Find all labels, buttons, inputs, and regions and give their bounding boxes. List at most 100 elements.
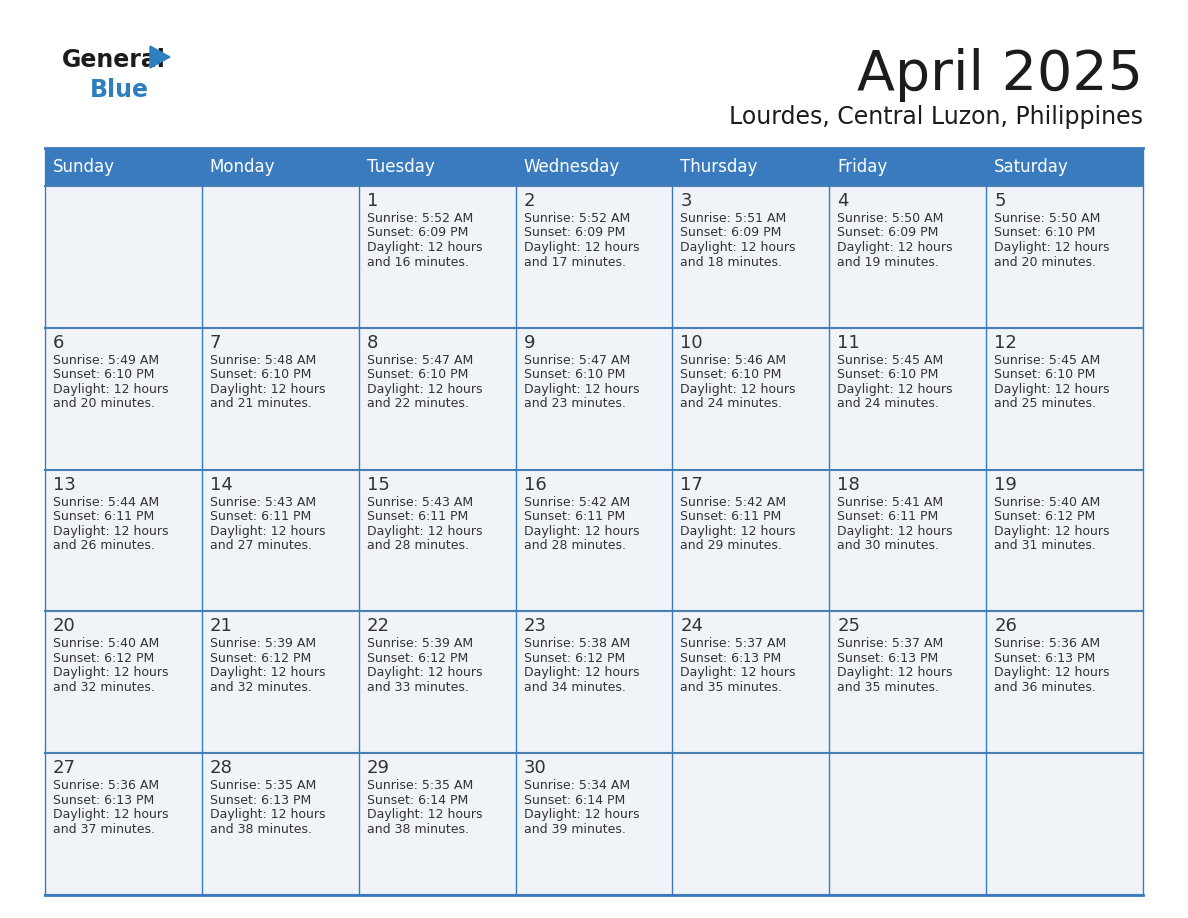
Text: Sunset: 6:10 PM: Sunset: 6:10 PM (367, 368, 468, 381)
Text: Sunrise: 5:34 AM: Sunrise: 5:34 AM (524, 779, 630, 792)
Text: Daylight: 12 hours: Daylight: 12 hours (994, 666, 1110, 679)
Bar (202, 753, 359, 895)
Text: Daylight: 12 hours: Daylight: 12 hours (838, 666, 953, 679)
Text: and 26 minutes.: and 26 minutes. (53, 539, 154, 552)
Bar (45, 328, 202, 470)
Text: and 35 minutes.: and 35 minutes. (681, 681, 783, 694)
Text: Sunset: 6:11 PM: Sunset: 6:11 PM (681, 510, 782, 523)
Text: and 28 minutes.: and 28 minutes. (367, 539, 469, 552)
Text: Sunset: 6:12 PM: Sunset: 6:12 PM (210, 652, 311, 665)
Text: Sunrise: 5:35 AM: Sunrise: 5:35 AM (210, 779, 316, 792)
Text: Daylight: 12 hours: Daylight: 12 hours (524, 808, 639, 822)
Text: Sunset: 6:10 PM: Sunset: 6:10 PM (524, 368, 625, 381)
Text: Tuesday: Tuesday (367, 158, 435, 176)
Text: and 19 minutes.: and 19 minutes. (838, 255, 940, 268)
Text: Sunrise: 5:47 AM: Sunrise: 5:47 AM (367, 353, 473, 367)
Bar (359, 186, 516, 328)
Text: Sunrise: 5:39 AM: Sunrise: 5:39 AM (367, 637, 473, 650)
Text: 9: 9 (524, 334, 535, 352)
Bar (986, 328, 1143, 470)
Polygon shape (150, 46, 170, 68)
Text: and 30 minutes.: and 30 minutes. (838, 539, 940, 552)
Text: 20: 20 (53, 618, 76, 635)
Text: Daylight: 12 hours: Daylight: 12 hours (367, 666, 482, 679)
Text: and 20 minutes.: and 20 minutes. (53, 397, 154, 410)
Text: Sunrise: 5:50 AM: Sunrise: 5:50 AM (994, 212, 1100, 225)
Bar (672, 328, 829, 470)
Text: 1: 1 (367, 192, 378, 210)
Text: Sunset: 6:09 PM: Sunset: 6:09 PM (524, 227, 625, 240)
Text: Sunset: 6:10 PM: Sunset: 6:10 PM (53, 368, 154, 381)
Text: Daylight: 12 hours: Daylight: 12 hours (681, 241, 796, 254)
Text: 27: 27 (53, 759, 76, 778)
Text: and 34 minutes.: and 34 minutes. (524, 681, 625, 694)
Bar (986, 753, 1143, 895)
Text: 22: 22 (367, 618, 390, 635)
Text: and 38 minutes.: and 38 minutes. (210, 823, 312, 835)
Text: Sunrise: 5:50 AM: Sunrise: 5:50 AM (838, 212, 943, 225)
Text: Sunrise: 5:37 AM: Sunrise: 5:37 AM (681, 637, 786, 650)
Bar (829, 753, 986, 895)
Text: 30: 30 (524, 759, 546, 778)
Text: 8: 8 (367, 334, 378, 352)
Text: Sunset: 6:13 PM: Sunset: 6:13 PM (681, 652, 782, 665)
Text: Daylight: 12 hours: Daylight: 12 hours (681, 383, 796, 396)
Text: 26: 26 (994, 618, 1017, 635)
Text: 23: 23 (524, 618, 546, 635)
Text: Sunrise: 5:35 AM: Sunrise: 5:35 AM (367, 779, 473, 792)
Text: and 18 minutes.: and 18 minutes. (681, 255, 783, 268)
Text: Daylight: 12 hours: Daylight: 12 hours (681, 524, 796, 538)
Text: Sunset: 6:11 PM: Sunset: 6:11 PM (524, 510, 625, 523)
Text: Sunrise: 5:52 AM: Sunrise: 5:52 AM (367, 212, 473, 225)
Text: and 39 minutes.: and 39 minutes. (524, 823, 625, 835)
Text: Daylight: 12 hours: Daylight: 12 hours (367, 383, 482, 396)
Text: Sunset: 6:09 PM: Sunset: 6:09 PM (367, 227, 468, 240)
Text: 18: 18 (838, 476, 860, 494)
Bar (672, 186, 829, 328)
Text: and 36 minutes.: and 36 minutes. (994, 681, 1097, 694)
Text: Sunrise: 5:42 AM: Sunrise: 5:42 AM (681, 496, 786, 509)
Text: Daylight: 12 hours: Daylight: 12 hours (53, 524, 169, 538)
Text: Daylight: 12 hours: Daylight: 12 hours (367, 524, 482, 538)
Text: Sunset: 6:12 PM: Sunset: 6:12 PM (367, 652, 468, 665)
Text: and 27 minutes.: and 27 minutes. (210, 539, 312, 552)
Text: Sunset: 6:10 PM: Sunset: 6:10 PM (994, 368, 1095, 381)
Text: Friday: Friday (838, 158, 887, 176)
Text: Daylight: 12 hours: Daylight: 12 hours (53, 383, 169, 396)
Text: Saturday: Saturday (994, 158, 1069, 176)
Text: Sunrise: 5:46 AM: Sunrise: 5:46 AM (681, 353, 786, 367)
Text: Sunrise: 5:45 AM: Sunrise: 5:45 AM (994, 353, 1100, 367)
Text: and 25 minutes.: and 25 minutes. (994, 397, 1097, 410)
Text: Blue: Blue (90, 78, 148, 102)
Bar (672, 753, 829, 895)
Bar (202, 470, 359, 611)
Bar (516, 470, 672, 611)
Text: Sunrise: 5:42 AM: Sunrise: 5:42 AM (524, 496, 630, 509)
Text: Sunset: 6:11 PM: Sunset: 6:11 PM (838, 510, 939, 523)
Text: Sunrise: 5:41 AM: Sunrise: 5:41 AM (838, 496, 943, 509)
Text: Sunset: 6:13 PM: Sunset: 6:13 PM (210, 794, 311, 807)
Bar (516, 186, 672, 328)
Bar (45, 148, 1143, 186)
Text: Daylight: 12 hours: Daylight: 12 hours (994, 241, 1110, 254)
Bar (672, 611, 829, 753)
Text: Sunset: 6:13 PM: Sunset: 6:13 PM (838, 652, 939, 665)
Text: and 22 minutes.: and 22 minutes. (367, 397, 468, 410)
Bar (359, 470, 516, 611)
Text: Daylight: 12 hours: Daylight: 12 hours (210, 524, 326, 538)
Text: 3: 3 (681, 192, 691, 210)
Text: Daylight: 12 hours: Daylight: 12 hours (53, 666, 169, 679)
Bar (45, 470, 202, 611)
Text: Daylight: 12 hours: Daylight: 12 hours (838, 524, 953, 538)
Bar (829, 186, 986, 328)
Text: Thursday: Thursday (681, 158, 758, 176)
Text: and 24 minutes.: and 24 minutes. (681, 397, 783, 410)
Text: and 24 minutes.: and 24 minutes. (838, 397, 940, 410)
Text: 19: 19 (994, 476, 1017, 494)
Text: 16: 16 (524, 476, 546, 494)
Text: and 21 minutes.: and 21 minutes. (210, 397, 311, 410)
Text: Daylight: 12 hours: Daylight: 12 hours (681, 666, 796, 679)
Text: and 37 minutes.: and 37 minutes. (53, 823, 154, 835)
Text: Sunrise: 5:47 AM: Sunrise: 5:47 AM (524, 353, 630, 367)
Text: Sunset: 6:12 PM: Sunset: 6:12 PM (994, 510, 1095, 523)
